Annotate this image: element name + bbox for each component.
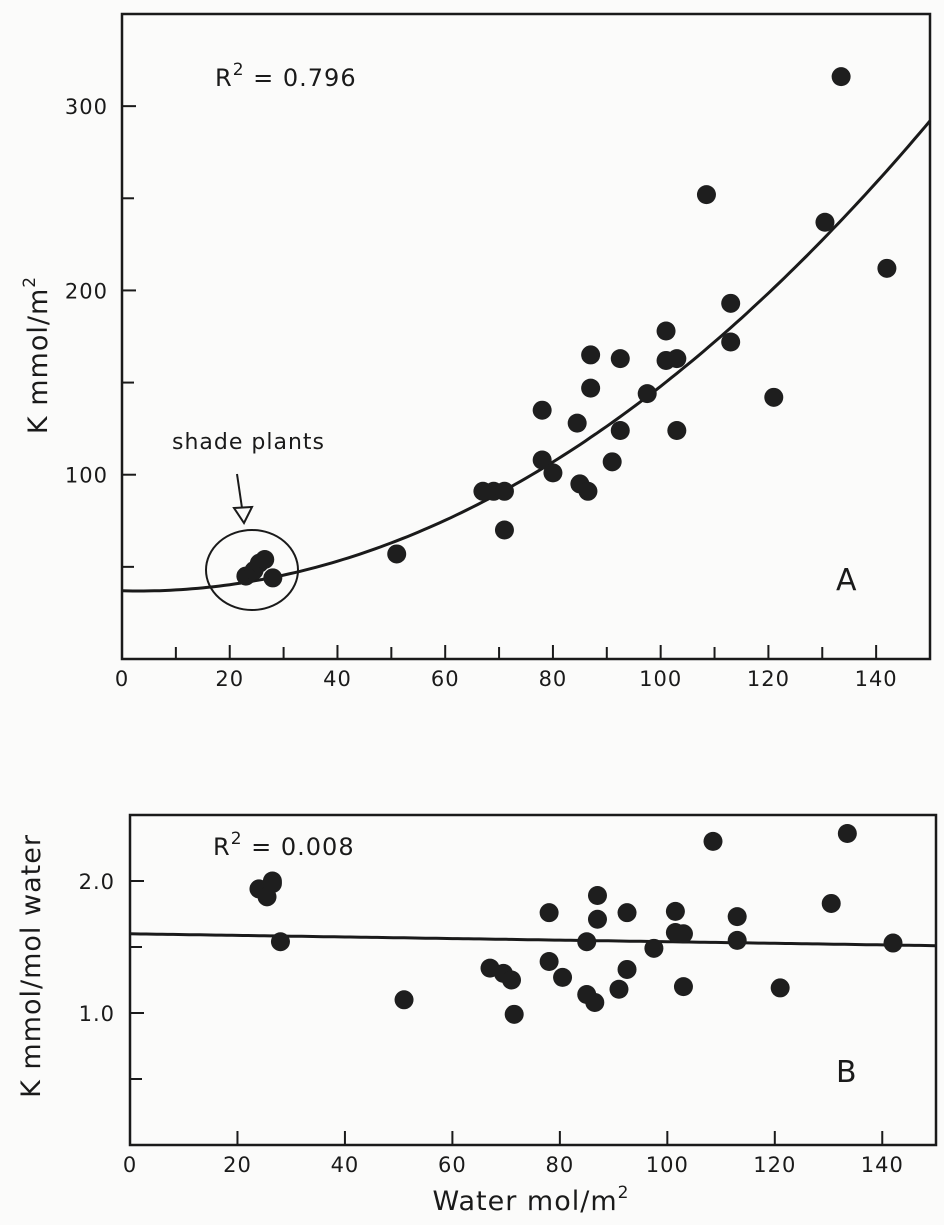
panel-a-x-tick-label: 140	[855, 667, 898, 691]
panel-a-data-point	[532, 450, 552, 470]
panel-b-data-point	[394, 990, 414, 1010]
panel-b-data-point	[587, 909, 607, 929]
panel-a-y-tick-label: 300	[65, 95, 108, 119]
panel-b-data-point	[673, 977, 693, 997]
panel-b-data-point	[609, 979, 629, 999]
panel-a-data-point	[610, 349, 630, 369]
shade-plants-arrowhead	[232, 505, 254, 525]
panel-a-y-tick-label: 100	[65, 464, 108, 488]
panel-b-data-point	[585, 992, 605, 1012]
panel-a-data-point	[667, 420, 687, 440]
panel-a-data-point	[721, 332, 741, 352]
panel-a-x-tick-label: 120	[747, 667, 790, 691]
panel-b-x-tick-label: 60	[438, 1153, 467, 1177]
panel-b-r2-label: R2 = 0.008	[213, 829, 355, 861]
panel-b-data-point	[262, 874, 282, 894]
panel-a-x-tick-label: 80	[539, 667, 568, 691]
panel-a-y-axis-title: K mmol/m2	[20, 276, 54, 434]
panel-a-x-tick-label: 20	[215, 667, 244, 691]
panel-a-axis-ticks: 0 20 40 60 80 100 120 140 100 200 300	[65, 95, 898, 691]
panel-a-data-point	[831, 67, 851, 87]
panel-a-data-point	[387, 544, 407, 564]
panel-a-data-point	[637, 384, 657, 404]
panel-b-letter: B	[836, 1055, 857, 1090]
panel-a-data-point	[656, 321, 676, 341]
panel-a-fit-line	[121, 119, 932, 593]
panel-b-data-point	[644, 938, 664, 958]
shade-plants-arrow	[236, 473, 243, 509]
shade-plants-annotation: shade plants	[172, 430, 325, 455]
panel-a-x-tick-label: 100	[639, 667, 682, 691]
panel-b-data-point	[673, 924, 693, 944]
panel-b-data-point	[504, 1004, 524, 1024]
panel-b-x-tick-label: 80	[545, 1153, 574, 1177]
panel-b-frame	[128, 813, 938, 1147]
panel-a-data-point	[543, 463, 563, 483]
panel-b-data-point	[727, 907, 747, 927]
panel-a-data-point	[532, 400, 552, 420]
panel-b-data-point	[539, 952, 559, 972]
panel-b-y-tick-label: 1.0	[79, 1002, 115, 1026]
panel-a-data-point	[578, 481, 598, 501]
panel-a-data-point	[567, 413, 587, 433]
panel-a-data-point	[581, 378, 601, 398]
panel-b-data-point	[883, 933, 903, 953]
panel-a-y-tick-label: 200	[65, 279, 108, 303]
panel-b-data-point	[837, 823, 857, 843]
panel-b-data-point	[821, 893, 841, 913]
panel-b-x-tick-label: 0	[123, 1153, 137, 1177]
panel-a-data-point	[721, 293, 741, 313]
panel-a-x-tick-label: 0	[115, 667, 129, 691]
panel-b-y-tick-label: 2.0	[79, 870, 115, 894]
panel-b-y-axis-title: K mmol/mol water	[16, 834, 47, 1098]
panel-a-data-point	[581, 345, 601, 365]
panel-a-letter: A	[836, 563, 857, 598]
panel-a-data-point	[602, 452, 622, 472]
panel-b-data-point	[577, 932, 597, 952]
panel-b-data-point	[539, 903, 559, 923]
panel-b-data-point	[587, 886, 607, 906]
panel-a-data-point	[263, 568, 283, 588]
panel-b-fit-line-group	[129, 932, 937, 948]
panel-a-r2-label: R2 = 0.796	[215, 60, 357, 92]
panel-b-data-point	[727, 930, 747, 950]
panel-a-data-point	[696, 185, 716, 205]
panel-a-data-point	[667, 349, 687, 369]
panel-a-x-tick-label: 60	[431, 667, 460, 691]
panel-b-x-tick-label: 20	[223, 1153, 252, 1177]
panel-b-fit-line	[129, 932, 937, 948]
panel-a-data-point	[877, 258, 897, 278]
panel-b-data-point	[502, 970, 522, 990]
panel-b-x-tick-label: 120	[753, 1153, 796, 1177]
panel-b-data-point	[553, 967, 573, 987]
shade-plants-circle	[205, 529, 299, 611]
panel-b-axis-ticks: 0 20 40 60 80 100 120 140 1.0 2.0	[79, 870, 904, 1177]
panel-b-data-point	[703, 831, 723, 851]
panel-b-points	[249, 823, 903, 1024]
panel-a-data-point	[764, 387, 784, 407]
panel-b-x-tick-label: 40	[331, 1153, 360, 1177]
panel-a-frame	[120, 12, 932, 661]
panel-a-data-point	[494, 520, 514, 540]
panel-b-x-tick-label: 140	[861, 1153, 904, 1177]
panel-b-data-point	[617, 959, 637, 979]
panel-b-data-point	[617, 903, 637, 923]
x-axis-title: Water mol/m2	[433, 1183, 630, 1217]
panel-a-data-point	[494, 481, 514, 501]
panel-a-data-point	[815, 212, 835, 232]
panel-a-points	[236, 67, 897, 588]
panel-a-data-point	[255, 549, 275, 569]
panel-a-x-tick-label: 40	[323, 667, 352, 691]
panel-b-data-point	[665, 901, 685, 921]
panel-b-x-tick-label: 100	[646, 1153, 689, 1177]
panel-a: 0 20 40 60 80 100 120 140 100 200 300 R2 = 0.796 A…	[20, 12, 932, 691]
panel-a-fit-curve-group	[121, 119, 932, 593]
panel-a-data-point	[610, 420, 630, 440]
panel-b-data-point	[770, 978, 790, 998]
panel-b: 0 20 40 60 80 100 120 140 1.0 2.0 R2 = 0.008 B K …	[16, 813, 938, 1217]
panel-b-data-point	[270, 932, 290, 952]
